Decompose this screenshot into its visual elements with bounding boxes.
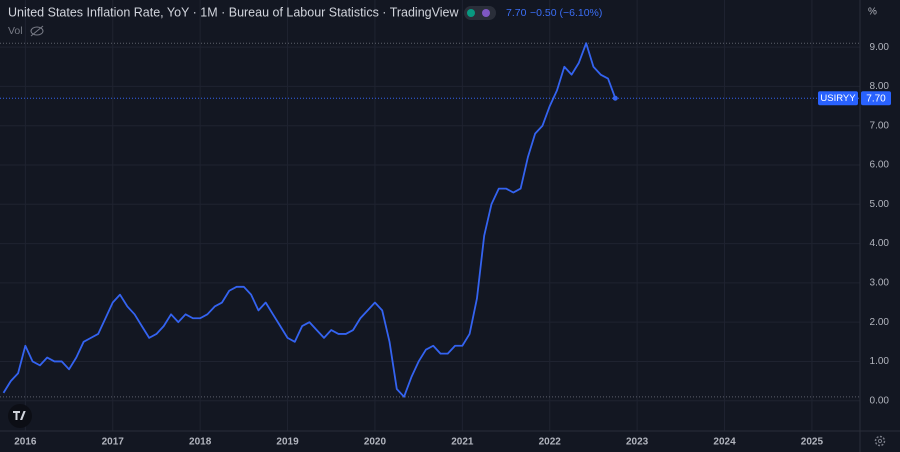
x-tick-label: 2023 (626, 437, 649, 448)
logo-bg (8, 404, 32, 428)
x-tick-label: 2017 (102, 437, 125, 448)
gear-hub (877, 438, 883, 444)
x-tick-label: 2018 (189, 437, 212, 448)
x-tick-label: 2016 (14, 437, 37, 448)
volume-label: Vol (8, 25, 23, 37)
settings-icon[interactable] (874, 435, 886, 447)
last-value: 7.70 (506, 7, 527, 19)
plot (0, 42, 860, 398)
eye (30, 26, 44, 36)
toggle-dot (482, 9, 490, 17)
series-line (2, 42, 617, 398)
toggle-dot (467, 9, 475, 17)
symbol-label: USIRYY (820, 93, 856, 104)
x-tick-label: 2022 (539, 437, 562, 448)
unit-label: % (868, 7, 877, 18)
x-tick-label: 2021 (451, 437, 474, 448)
y-tick-label: 1.00 (870, 356, 890, 367)
y-tick-label: 6.00 (870, 160, 890, 171)
symbol-badge (818, 91, 858, 106)
last-point (612, 95, 618, 101)
x-tick-label: 2019 (276, 437, 299, 448)
x-tick-label: 2020 (364, 437, 387, 448)
x-tick-label: 2025 (801, 437, 824, 448)
y-tick-label: 3.00 (870, 278, 890, 289)
logo (8, 404, 32, 428)
y-tick-label: 4.00 (870, 238, 890, 249)
y-tick-label: 0.00 (870, 395, 890, 406)
y-tick-label: 5.00 (870, 199, 890, 210)
y-tick-label: 9.00 (870, 42, 890, 53)
chart-title: United States Inflation Rate, YoY · 1M ·… (8, 5, 459, 19)
price-badge (861, 91, 891, 106)
grid (0, 0, 860, 431)
gear (874, 435, 886, 447)
legend-toggle[interactable] (464, 6, 496, 20)
change-value: −0.50 (−6.10%) (530, 7, 602, 19)
eye-slash (30, 25, 44, 37)
visibility-icon[interactable] (30, 25, 44, 37)
y-tick-label: 2.00 (870, 317, 890, 328)
y-tick-label: 8.00 (870, 81, 890, 92)
logo-glyph (13, 411, 26, 420)
price-label: 7.70 (866, 93, 886, 104)
y-tick-label: 7.00 (870, 120, 890, 131)
x-tick-label: 2024 (713, 437, 736, 448)
